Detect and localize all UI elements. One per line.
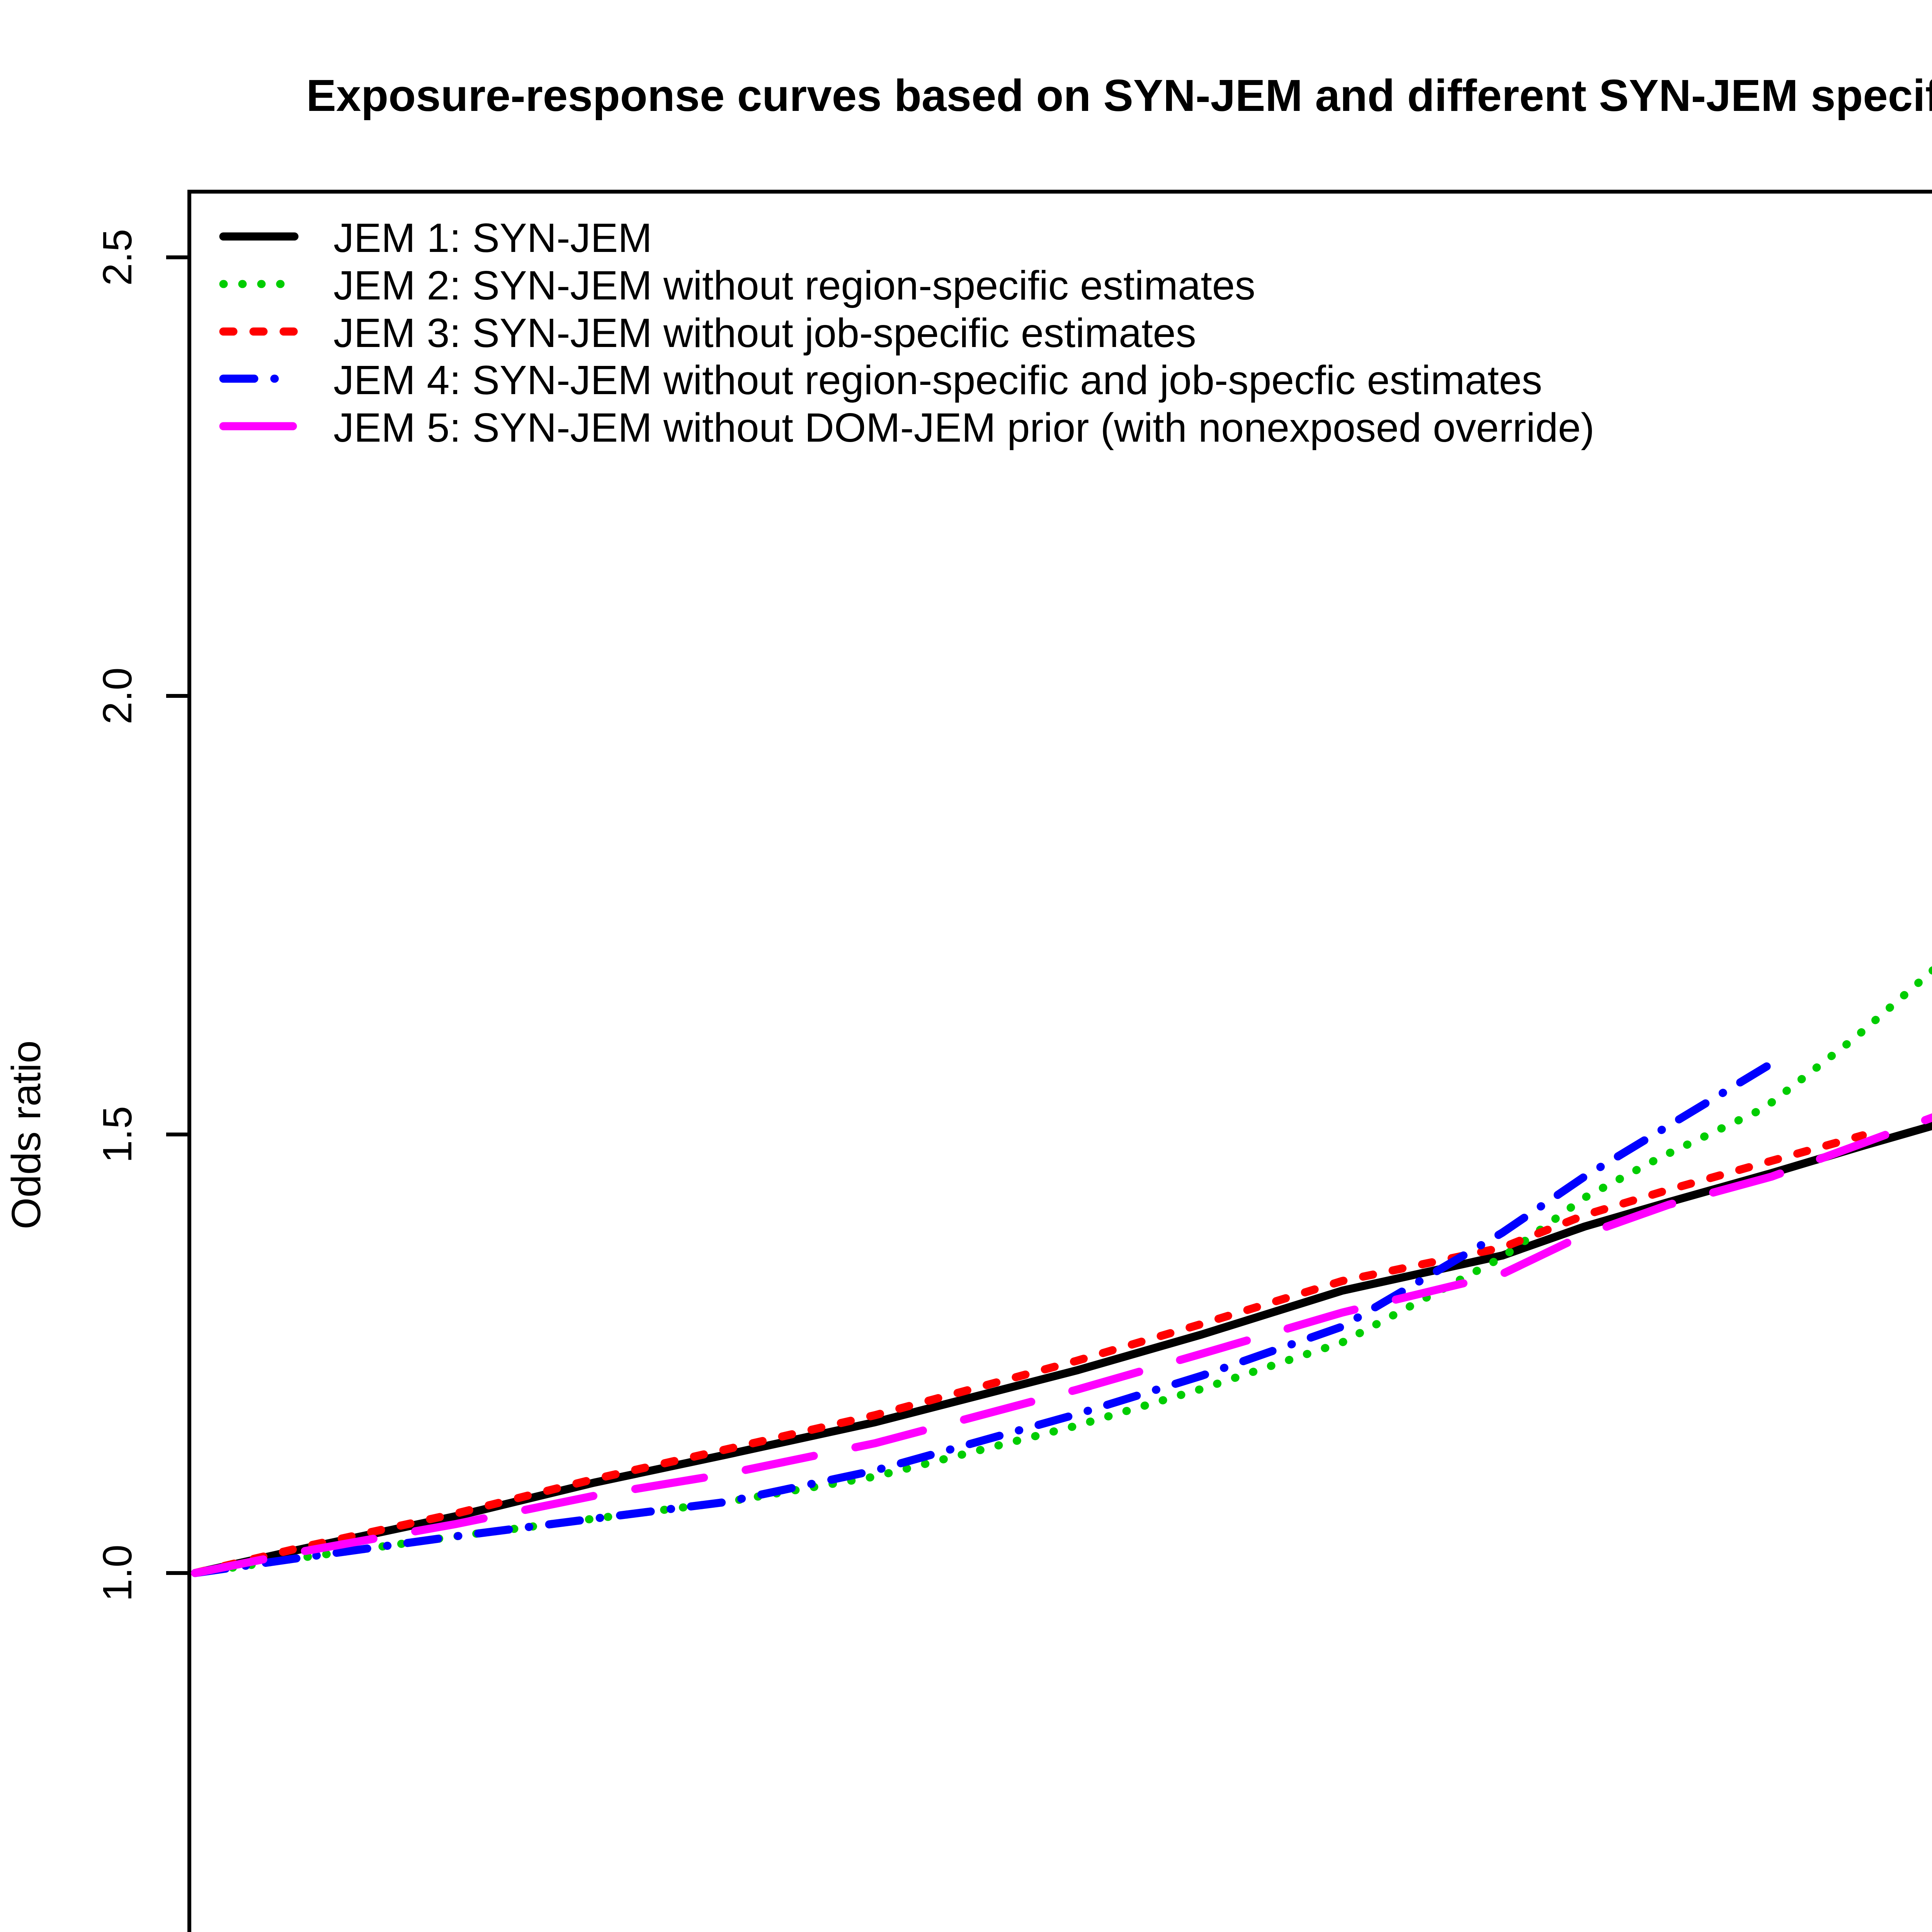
y-axis-title: Odds ratio bbox=[3, 1040, 49, 1229]
legend-label-jem-1: JEM 1: SYN-JEM bbox=[333, 215, 652, 261]
chart-title: Exposure-response curves based on SYN-JE… bbox=[306, 70, 1932, 121]
curve-jem-4 bbox=[191, 1055, 1783, 1577]
curve-jem-1 bbox=[191, 1122, 1932, 1577]
y-tick-label: 2.0 bbox=[95, 667, 140, 724]
y-tick-label: 2.5 bbox=[95, 229, 140, 286]
legend-label-jem-2: JEM 2: SYN-JEM without region-specific e… bbox=[333, 263, 1255, 308]
y-axis: 0.51.01.52.02.5 bbox=[95, 229, 189, 1602]
legend-label-jem-3: JEM 3: SYN-JEM without job-specific esti… bbox=[333, 310, 1196, 356]
curve-jem-5 bbox=[191, 1113, 1932, 1577]
y-tick-label: 1.5 bbox=[95, 1106, 140, 1163]
curve-jem-3 bbox=[191, 1131, 1867, 1577]
plot-frame bbox=[187, 190, 1932, 1932]
legend-label-jem-5: JEM 5: SYN-JEM without DOM-JEM prior (wi… bbox=[333, 405, 1594, 451]
curve-series-group bbox=[191, 966, 1932, 1577]
curve-jem-2 bbox=[191, 966, 1932, 1577]
legend-label-jem-4: JEM 4: SYN-JEM without region-specific a… bbox=[333, 357, 1542, 403]
y-tick-label: 1.0 bbox=[95, 1544, 140, 1601]
